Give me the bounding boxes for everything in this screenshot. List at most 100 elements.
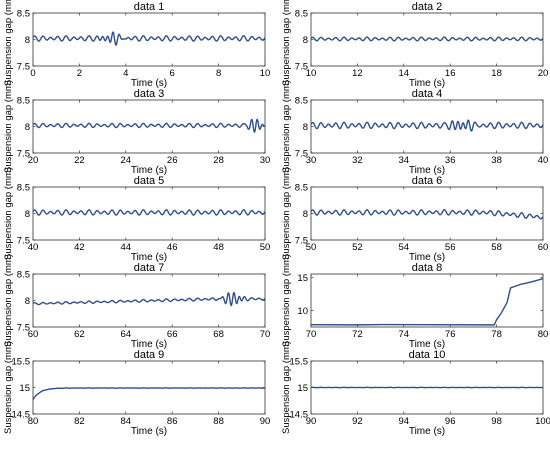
- data7-xlabel: Time (s): [131, 339, 167, 350]
- data6-ylabel: Suspension gap (mm): [281, 167, 292, 260]
- data5-xtick-label: 40: [28, 242, 39, 253]
- data9-xlabel: Time (s): [131, 426, 167, 437]
- data2-ytick-label: 7.5: [295, 62, 308, 73]
- data4-xtick-label: 34: [399, 155, 410, 166]
- data6-xtick-label: 52: [352, 242, 363, 253]
- data2-ylabel: Suspension gap (mm): [281, 0, 292, 86]
- data4-xtick-label: 40: [538, 155, 549, 166]
- data9-xtick-label: 90: [260, 416, 271, 427]
- data2-xlabel: Time (s): [409, 78, 445, 89]
- data5-title: data 5: [134, 175, 165, 187]
- data10-title: data 10: [409, 349, 446, 361]
- data1-ytick-label: 8.5: [17, 9, 30, 20]
- data8-xtick-label: 78: [491, 329, 502, 340]
- data3-ytick-label: 7.5: [17, 149, 30, 160]
- data5-ytick-label: 8: [25, 209, 30, 220]
- data8-xtick-label: 70: [306, 329, 317, 340]
- data2-xtick-label: 20: [538, 68, 549, 79]
- data6-xtick-label: 58: [491, 242, 502, 253]
- data10-xtick-label: 92: [352, 416, 363, 427]
- data8-xtick-label: 72: [352, 329, 363, 340]
- data4-xtick-label: 30: [306, 155, 317, 166]
- data4-series-line: [310, 119, 544, 132]
- data3-ytick-label: 8: [25, 122, 30, 133]
- data8-ytick-label: 15: [297, 273, 308, 284]
- data2-xtick-label: 16: [445, 68, 456, 79]
- data9-title: data 9: [134, 349, 165, 361]
- data3-xtick-label: 28: [213, 155, 224, 166]
- data5-xtick-label: 44: [121, 242, 132, 253]
- data7-xtick-label: 68: [213, 329, 224, 340]
- data7-title: data 7: [134, 262, 165, 274]
- data9-ytick-label: 15.5: [12, 357, 31, 368]
- data2-xtick-label: 12: [352, 68, 363, 79]
- data9-xtick-label: 82: [74, 416, 85, 427]
- data3-title: data 3: [134, 88, 165, 100]
- data10-xtick-label: 94: [399, 416, 410, 427]
- data4-title: data 4: [412, 88, 443, 100]
- data4-xlabel: Time (s): [409, 165, 445, 176]
- data6-ytick-label: 7.5: [295, 236, 308, 247]
- data4-ylabel: Suspension gap (mm): [281, 80, 292, 173]
- data1-xtick-label: 0: [30, 68, 35, 79]
- data6-title: data 6: [412, 175, 443, 187]
- data9-xtick-label: 80: [28, 416, 39, 427]
- data2-xtick-label: 14: [399, 68, 410, 79]
- data9-ylabel: Suspension gap (mm): [3, 341, 14, 434]
- data4-xtick-label: 32: [352, 155, 363, 166]
- data6-xtick-label: 56: [445, 242, 456, 253]
- data9-xtick-label: 84: [121, 416, 132, 427]
- data1-series-line: [32, 31, 266, 46]
- data5-xlabel: Time (s): [131, 252, 167, 263]
- data1-xtick-label: 6: [170, 68, 175, 79]
- data8-xlabel: Time (s): [409, 339, 445, 350]
- data1-xtick-label: 2: [77, 68, 82, 79]
- data5-xtick-label: 48: [213, 242, 224, 253]
- data8-xtick-label: 76: [445, 329, 456, 340]
- data7-xtick-label: 60: [28, 329, 39, 340]
- data4-xtick-label: 38: [491, 155, 502, 166]
- data3-xlabel: Time (s): [131, 165, 167, 176]
- data7-xtick-label: 70: [260, 329, 271, 340]
- data4-ytick-label: 8: [303, 122, 308, 133]
- data10-ytick-label: 15: [297, 383, 308, 394]
- data4-ytick-label: 8.5: [295, 96, 308, 107]
- data3-xtick-label: 30: [260, 155, 271, 166]
- data7-xtick-label: 66: [167, 329, 178, 340]
- data1-xtick-label: 10: [260, 68, 271, 79]
- data4-xtick-label: 36: [445, 155, 456, 166]
- data3-xtick-label: 22: [74, 155, 85, 166]
- data10-ytick-label: 15.5: [290, 357, 309, 368]
- data1-ytick-label: 7.5: [17, 62, 30, 73]
- data7-xtick-label: 64: [121, 329, 132, 340]
- data5-series-line: [32, 209, 266, 216]
- data5-ylabel: Suspension gap (mm): [3, 167, 14, 260]
- data9-xtick-label: 88: [213, 416, 224, 427]
- data8-axes-box: [310, 273, 544, 328]
- data1-ylabel: Suspension gap (mm): [3, 0, 14, 86]
- data2-ytick-label: 8: [303, 35, 308, 46]
- data8-ytick-label: 10: [297, 306, 308, 317]
- data4-ytick-label: 7.5: [295, 149, 308, 160]
- data5-xtick-label: 50: [260, 242, 271, 253]
- data2-series-line: [310, 36, 544, 42]
- data6-xtick-label: 54: [399, 242, 410, 253]
- data1-ytick-label: 8: [25, 35, 30, 46]
- data8-xtick-label: 74: [399, 329, 410, 340]
- data5-ytick-label: 7.5: [17, 236, 30, 247]
- data2-xtick-label: 18: [491, 68, 502, 79]
- data7-ytick-label: 7.5: [17, 323, 30, 334]
- data10-xtick-label: 100: [535, 416, 550, 427]
- data7-series-line: [32, 291, 266, 307]
- data10-xtick-label: 90: [306, 416, 317, 427]
- data7-ytick-label: 8.5: [17, 270, 30, 281]
- data6-ytick-label: 8: [303, 209, 308, 220]
- data3-ylabel: Suspension gap (mm): [3, 80, 14, 173]
- data5-ytick-label: 8.5: [17, 183, 30, 194]
- data8-title: data 8: [412, 262, 443, 274]
- data8-ylabel: Suspension gap (mm): [281, 254, 292, 347]
- data10-xlabel: Time (s): [409, 426, 445, 437]
- data3-xtick-label: 24: [121, 155, 132, 166]
- data8-xtick-label: 80: [538, 329, 549, 340]
